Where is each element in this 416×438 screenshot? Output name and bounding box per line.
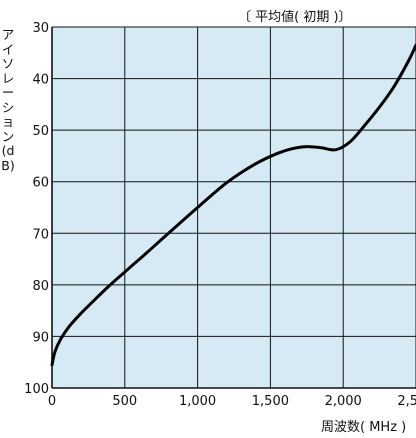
y-tick-label: 80	[32, 279, 49, 294]
y-tick-label: 50	[32, 124, 49, 139]
y-tick-label: 70	[32, 227, 49, 242]
x-axis-ticks: 0 500 1,000 1,500 2,000 2,500	[48, 394, 416, 409]
isolation-curve	[50, 43, 416, 367]
measurement-note: 〔 平均値( 初期 )〕	[238, 10, 352, 25]
x-tick-label: 1,500	[252, 394, 289, 409]
x-tick-label: 2,000	[325, 394, 362, 409]
y-tick-label: 60	[32, 176, 49, 191]
x-tick-label: 0	[48, 394, 56, 409]
x-tick-label: 1,000	[179, 394, 216, 409]
y-tick-label: 30	[32, 21, 49, 36]
y-tick-label: 40	[32, 73, 49, 88]
x-tick-label: 500	[112, 394, 137, 409]
y-tick-label: 100	[24, 382, 49, 397]
y-axis-ticks: 30 40 50 60 70 80 90 100	[24, 21, 49, 397]
grid-lines	[51, 26, 416, 389]
plot-area	[52, 27, 416, 388]
y-axis-label: アイソレーション(dB)	[1, 27, 15, 173]
x-tick-label: 2,500	[397, 394, 416, 409]
x-axis-label: 周波数( MHz )	[321, 420, 407, 435]
y-tick-label: 90	[32, 330, 49, 345]
